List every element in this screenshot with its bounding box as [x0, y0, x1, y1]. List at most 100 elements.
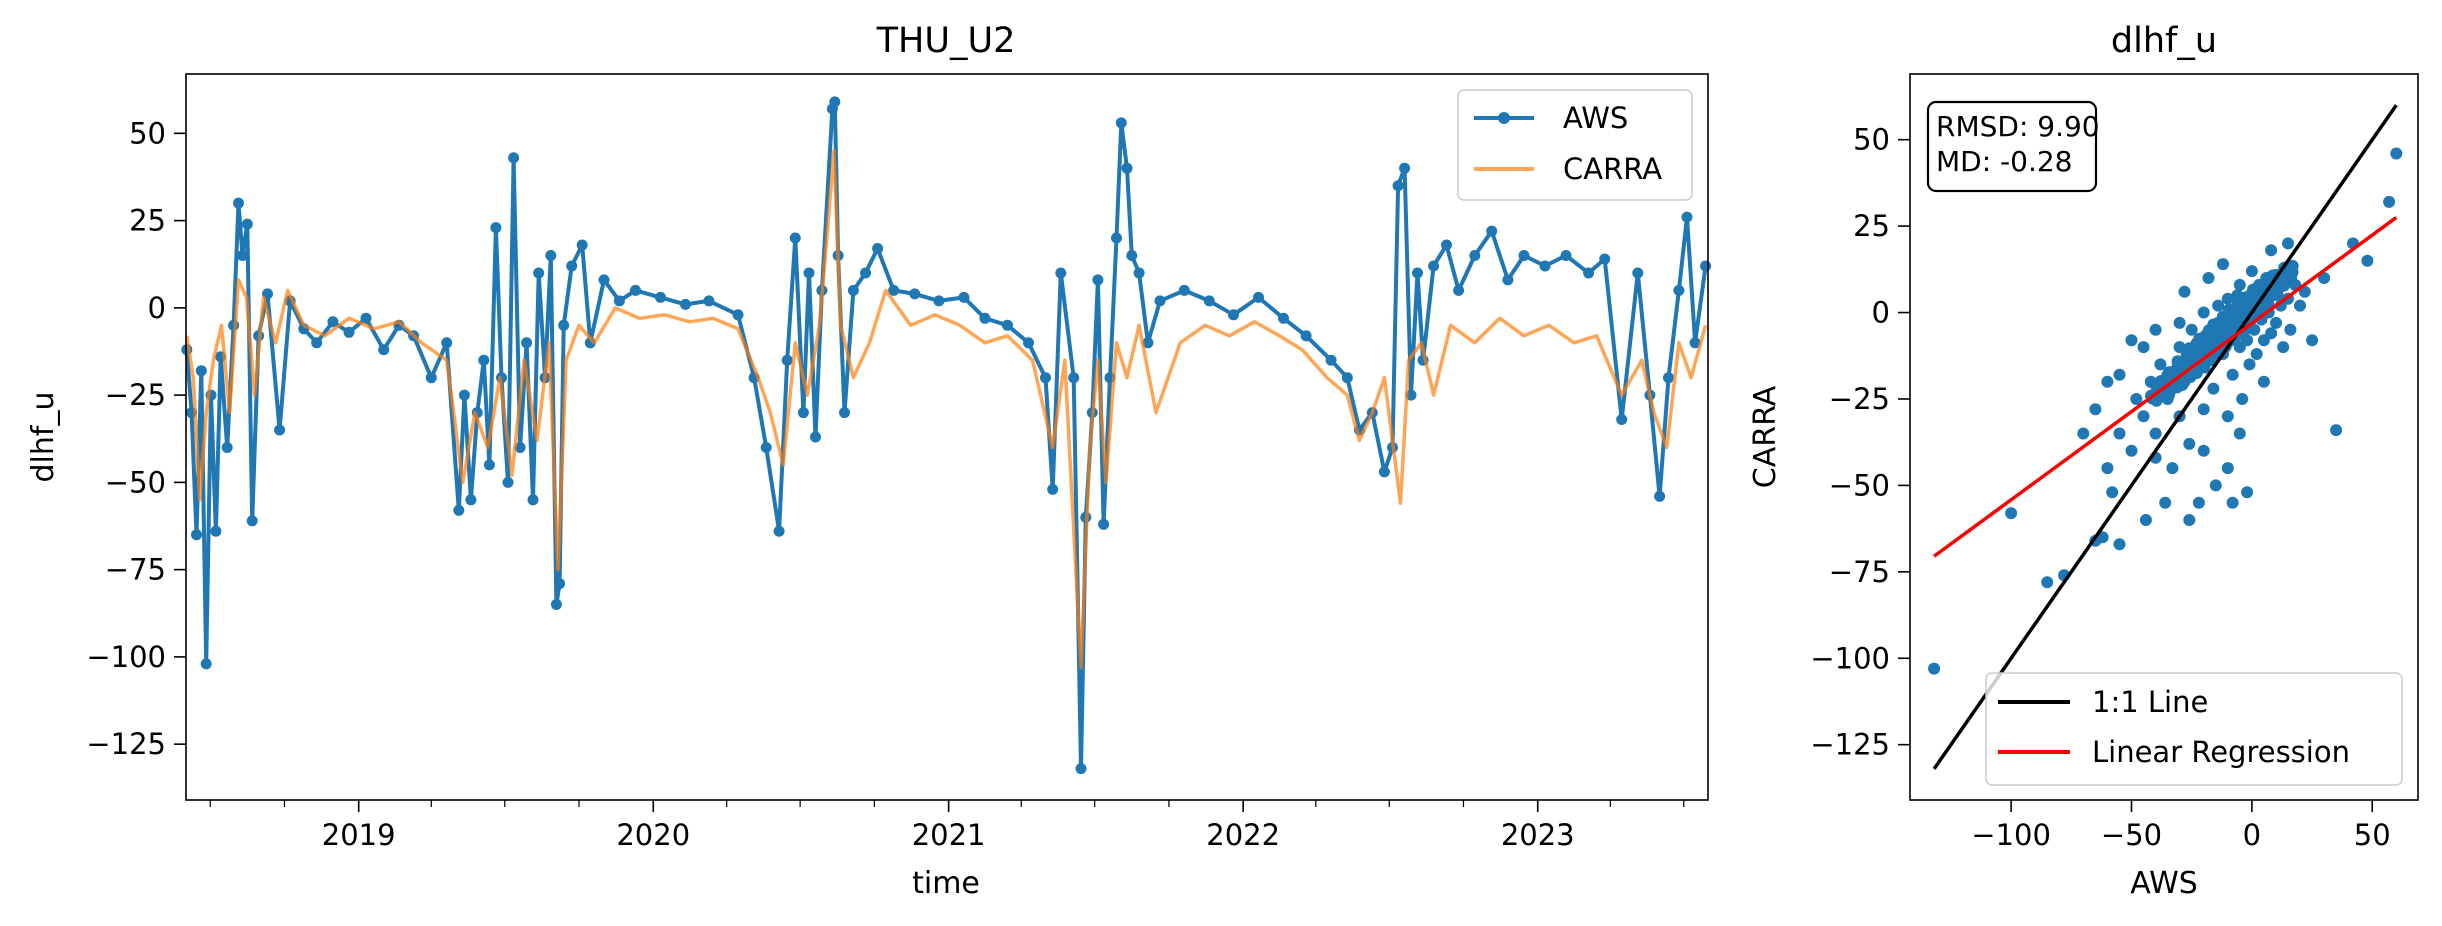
scatter-point [2233, 278, 2246, 291]
aws-point [797, 407, 809, 419]
scatter-point [2125, 444, 2138, 457]
scatter-point [2183, 514, 2196, 526]
scatter-point [2077, 427, 2090, 440]
aws-point [550, 599, 562, 610]
x-tick-label: 0 [2243, 818, 2261, 852]
scatter-point [2260, 272, 2273, 284]
stats-box-frame [1926, 100, 2098, 193]
timeseries-y-label: dlhf_u [26, 392, 61, 483]
scatter-point [2185, 348, 2198, 360]
scatter-point [2226, 368, 2239, 381]
scatter-point [2113, 538, 2126, 551]
aws-point [246, 515, 258, 527]
aws-point [773, 525, 785, 537]
scatter-point [2178, 285, 2191, 298]
y-tick-label: −75 [105, 553, 166, 587]
scatter-point [2130, 393, 2143, 405]
aws-point [343, 326, 355, 338]
legend-entry-regression: Linear Regression [2092, 735, 2350, 769]
y-tick-label: −25 [1829, 382, 1890, 416]
scatter-point [2212, 299, 2225, 312]
y-tick-label: −75 [1829, 555, 1890, 589]
legend-aws-marker-swatch [1498, 112, 1510, 124]
scatter-point [2224, 323, 2237, 336]
aws-point [1075, 763, 1087, 775]
aws-point [425, 372, 437, 384]
aws-point [1392, 180, 1404, 192]
scatter-point [2113, 368, 2126, 381]
aws-point [860, 267, 871, 279]
scatter-point [2161, 393, 2174, 405]
aws-point [1341, 372, 1353, 384]
x-tick-label: 2022 [1206, 818, 1280, 852]
md-text: MD: -0.28 [1936, 145, 2073, 178]
scatter-point [2173, 316, 2186, 329]
x-tick-label: 2020 [616, 818, 690, 852]
scatter-point [2096, 531, 2109, 544]
aws-point [1098, 518, 1110, 530]
y-tick-label: 25 [1853, 209, 1890, 243]
scatter-point [2197, 444, 2210, 457]
scatter-axes-frame [1909, 73, 2419, 801]
aws-point [1055, 267, 1067, 279]
aws-point [360, 312, 372, 324]
aws-point [1583, 267, 1595, 279]
scatter-point [2217, 258, 2229, 271]
scatter-point [2231, 289, 2244, 302]
aws-point [483, 459, 495, 471]
aws-point [1253, 291, 1264, 303]
aws-point [1115, 117, 1127, 129]
aws-point [200, 658, 212, 670]
aws-point [979, 312, 991, 324]
aws-point [1428, 260, 1440, 272]
scatter-point [1928, 662, 1941, 675]
aws-point [1453, 284, 1465, 296]
aws-point [1325, 354, 1337, 366]
aws-point [872, 243, 884, 254]
aws-point [847, 284, 859, 296]
aws-point [237, 250, 248, 261]
scatter-point [2166, 462, 2179, 475]
scatter-point [2248, 323, 2261, 336]
x-tick-label: 2021 [912, 818, 986, 852]
stats-box: RMSD: 9.90 MD: -0.28 [1926, 100, 2100, 193]
aws-point [1412, 267, 1423, 279]
series-line-carra [185, 149, 1708, 670]
aws-point [1300, 330, 1312, 342]
aws-point [195, 365, 207, 377]
aws-point [1092, 274, 1104, 286]
aws-point [1002, 319, 1013, 331]
aws-point [1047, 483, 1059, 495]
aws-point [1133, 267, 1145, 279]
scatter-point [2270, 316, 2282, 329]
scatter-point [2125, 334, 2138, 347]
timeseries-panel: THU_U2 2019 2020 2021 2022 2023 50 25 0 −25 −50 −… [26, 21, 1712, 901]
timeseries-legend: AWS CARRA [1457, 89, 1693, 201]
scatter-point [2265, 327, 2278, 340]
scatter-point [2209, 479, 2222, 492]
scatter-point [2159, 496, 2172, 509]
y-tick-label: 0 [1872, 296, 1890, 330]
scatter-y-ticks: 50 25 0 −25 −50 −75 −100 −125 [1810, 123, 1910, 762]
scatter-point [2272, 282, 2285, 295]
aws-point [441, 337, 453, 349]
scatter-point [2265, 244, 2278, 257]
timeseries-plot-area [181, 96, 1712, 775]
scatter-point [2222, 303, 2235, 316]
aws-point [1399, 162, 1411, 174]
y-tick-label: 25 [129, 204, 166, 238]
scatter-legend-box [1985, 672, 2403, 786]
y-tick-label: −50 [1829, 468, 1890, 502]
aws-point [1469, 250, 1481, 261]
aws-point [554, 578, 566, 590]
scatter-point [2005, 507, 2018, 520]
scatter-point [2221, 410, 2234, 423]
scatter-point [2202, 272, 2215, 284]
scatter-point [2294, 299, 2306, 312]
scatter-point [2101, 375, 2114, 388]
legend-entry-carra: CARRA [1563, 152, 1662, 186]
aws-point [1121, 162, 1133, 174]
timeseries-title: THU_U2 [876, 21, 1016, 61]
aws-point [521, 337, 533, 349]
aws-point [545, 250, 557, 261]
